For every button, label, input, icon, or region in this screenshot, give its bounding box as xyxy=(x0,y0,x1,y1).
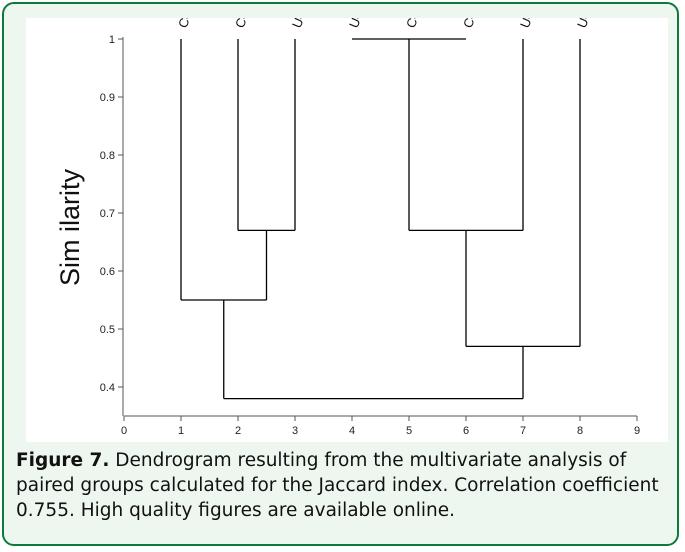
x-tick-label: 1 xyxy=(178,425,184,437)
x-tick-label: 9 xyxy=(634,425,640,437)
x-tick-label: 7 xyxy=(520,425,526,437)
figure-frame: 0.4 0.5 0.6 0.7 0.8 0.9 1 0 1 2 3 4 5 6 7 8 9 Sim ilarity… xyxy=(2,2,679,546)
caption-text: Dendrogram resulting from the multivaria… xyxy=(16,450,659,521)
dendrogram-branches xyxy=(180,38,581,400)
chart-panel: 0.4 0.5 0.6 0.7 0.8 0.9 1 0 1 2 3 4 5 6 7 8 9 Sim ilarity… xyxy=(26,18,668,442)
y-tick-label: 0.8 xyxy=(100,150,115,162)
figure-label: Figure 7. xyxy=(16,450,110,471)
x-tick-label: 8 xyxy=(577,425,583,437)
y-tick-label: 1 xyxy=(109,34,115,46)
x-tick-label: 6 xyxy=(463,425,469,437)
x-tick-label: 2 xyxy=(235,425,241,437)
y-axis-title: Sim ilarity xyxy=(55,169,85,287)
y-tick-label: 0.9 xyxy=(100,92,115,104)
leaf-labels: C-14 days C-30 days U-14 days U-85 days C-70… xyxy=(175,18,611,30)
y-tick-label: 0.5 xyxy=(100,324,115,336)
y-tick-label: 0.4 xyxy=(100,382,115,394)
leaf-label: U-70 days xyxy=(574,18,611,30)
dendrogram-chart: 0.4 0.5 0.6 0.7 0.8 0.9 1 0 1 2 3 4 5 6 7 8 9 Sim ilarity… xyxy=(55,18,640,437)
y-tick-label: 0.7 xyxy=(100,208,115,220)
x-tick-label: 3 xyxy=(292,425,298,437)
x-tick-label: 0 xyxy=(121,425,127,437)
leaf-label: U-14 days xyxy=(289,18,326,30)
figure-caption: Figure 7. Dendrogram resulting from the … xyxy=(16,448,668,523)
leaf-label: C-30 days xyxy=(232,18,269,30)
leaf-label: U-30 days xyxy=(517,18,554,30)
y-tick-label: 0.6 xyxy=(100,266,115,278)
leaf-label: U-85 days xyxy=(346,18,383,30)
leaf-label: C-14 days xyxy=(175,18,212,30)
x-tick-label: 5 xyxy=(406,425,412,437)
leaf-label: C-70 days xyxy=(403,18,440,30)
leaf-label: C-85 days xyxy=(460,18,497,30)
axes: 0.4 0.5 0.6 0.7 0.8 0.9 1 0 1 2 3 4 5 6 7 8 9 Sim ilarity xyxy=(55,34,640,437)
x-tick-label: 4 xyxy=(349,425,355,437)
